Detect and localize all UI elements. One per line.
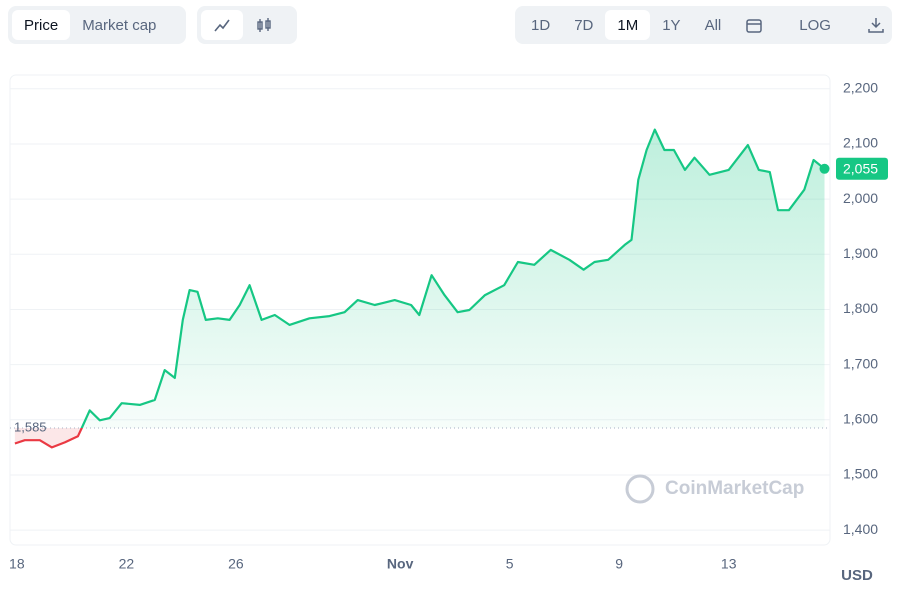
watermark: CoinMarketCap bbox=[665, 478, 804, 499]
range-button[interactable]: All bbox=[704, 16, 722, 34]
baseline-label: 1,585 bbox=[14, 419, 47, 434]
area-down bbox=[14, 428, 825, 448]
candle-chart-button[interactable] bbox=[243, 10, 285, 40]
x-tick-label: 13 bbox=[721, 556, 737, 572]
candle-icon bbox=[257, 18, 271, 32]
line-chart-button[interactable] bbox=[201, 10, 243, 40]
market-cap-tab[interactable]: Market cap bbox=[82, 16, 157, 34]
chart-type-toggle bbox=[197, 6, 297, 44]
x-tick-label: 22 bbox=[119, 556, 135, 572]
range-toolbar: 1D 7D 1M 1Y All LOG bbox=[515, 6, 892, 44]
line-icon bbox=[214, 19, 230, 32]
price-tab[interactable]: Price bbox=[12, 10, 71, 40]
x-tick-label: 5 bbox=[506, 556, 514, 572]
y-tick-label: 1,500 bbox=[843, 466, 878, 482]
price-line bbox=[14, 128, 826, 449]
x-tick-label: 9 bbox=[615, 556, 623, 572]
y-tick-label: 1,400 bbox=[843, 521, 878, 537]
y-tick-label: 1,900 bbox=[843, 245, 878, 261]
plot-frame bbox=[9, 74, 831, 546]
price-tag bbox=[836, 157, 888, 180]
range-button[interactable]: 7D bbox=[574, 16, 594, 34]
log-button[interactable]: LOG bbox=[799, 16, 831, 34]
last-point bbox=[819, 163, 830, 174]
x-tick-label: Nov bbox=[387, 556, 414, 572]
y-tick-label: 2,200 bbox=[843, 79, 878, 95]
range-button[interactable]: 1M bbox=[605, 10, 651, 40]
download-icon bbox=[868, 18, 884, 33]
download-button[interactable] bbox=[855, 10, 897, 40]
calendar-button[interactable] bbox=[733, 10, 775, 40]
range-button[interactable]: 1D bbox=[531, 16, 551, 34]
y-tick-label: 2,100 bbox=[843, 135, 878, 151]
y-tick-label: 2,000 bbox=[843, 190, 878, 206]
currency-label: USD bbox=[841, 567, 873, 584]
y-tick-label: 1,600 bbox=[843, 410, 878, 426]
price-tag-label: 2,055 bbox=[843, 160, 878, 176]
view-toggle: Price Market cap bbox=[8, 6, 186, 44]
calendar-icon bbox=[746, 19, 762, 33]
x-tick-label: 26 bbox=[228, 556, 244, 572]
y-tick-label: 1,700 bbox=[843, 355, 878, 371]
watermark-logo bbox=[625, 474, 655, 504]
y-tick-label: 1,800 bbox=[843, 300, 878, 316]
x-tick-label: 18 bbox=[9, 556, 25, 572]
area-up bbox=[81, 129, 825, 429]
range-button[interactable]: 1Y bbox=[662, 16, 681, 34]
